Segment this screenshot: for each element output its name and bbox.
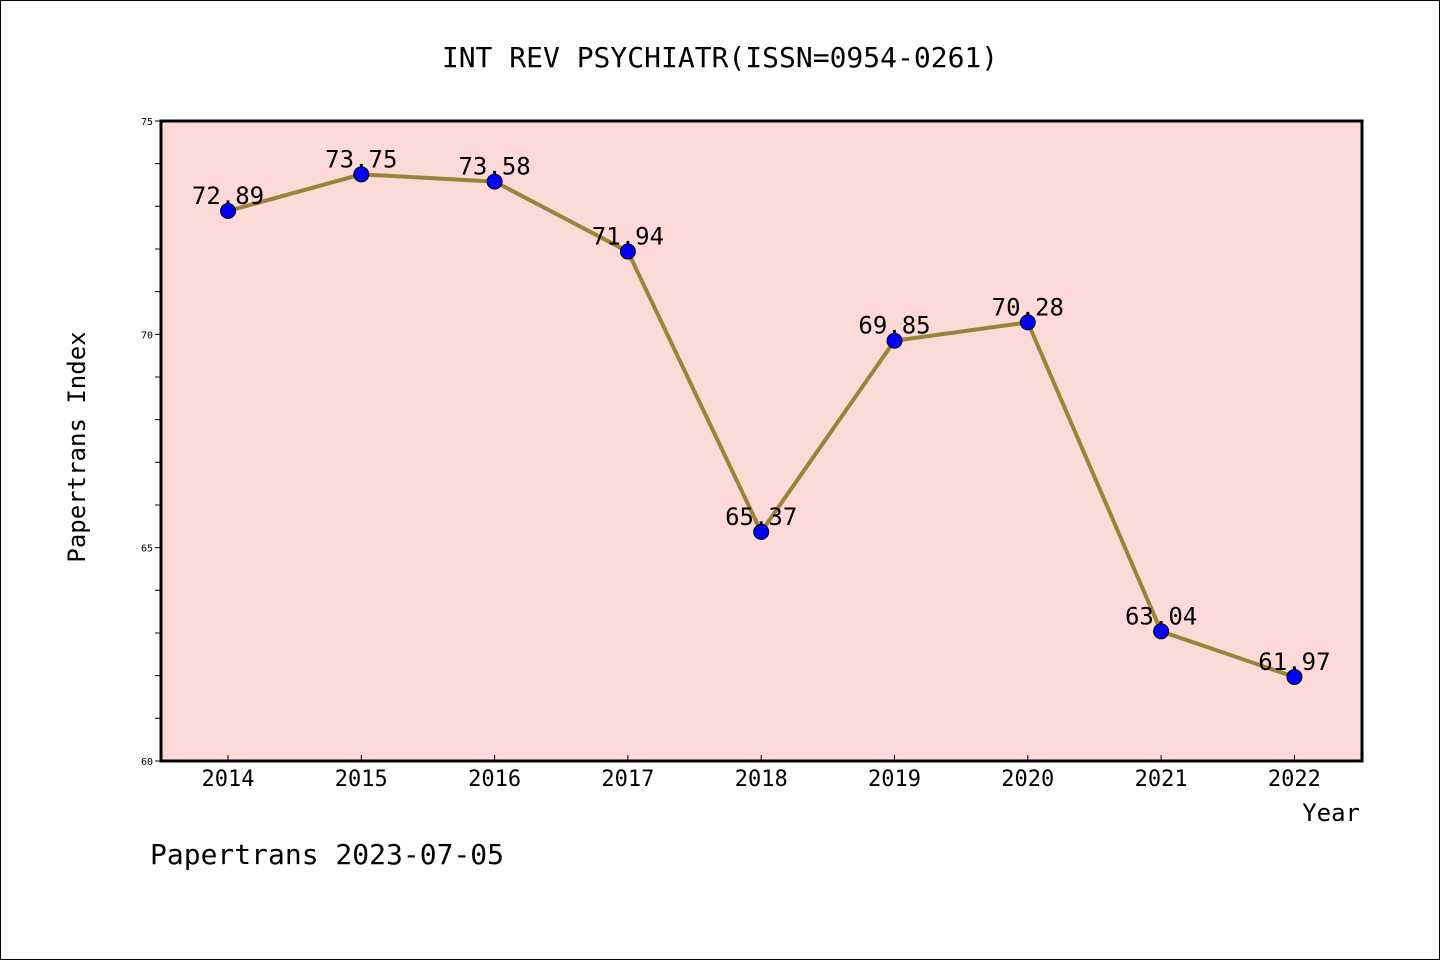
- data-label: 63.04: [1125, 602, 1197, 630]
- data-point: [353, 166, 370, 183]
- x-axis-title: Year: [1302, 799, 1360, 827]
- y-axis: 60 65 70 75: [141, 117, 161, 768]
- data-label: 73.75: [325, 145, 397, 173]
- data-label: 73.58: [458, 153, 530, 181]
- x-tick-label: 2020: [1001, 767, 1054, 792]
- data-point: [753, 523, 770, 540]
- data-label: 71.94: [592, 223, 664, 251]
- y-tick-label: 60: [141, 757, 153, 768]
- y-axis-title: Papertrans Index: [63, 331, 91, 562]
- data-label: 72.89: [192, 182, 264, 210]
- y-tick-label: 70: [141, 330, 153, 341]
- y-tick-label: 65: [141, 544, 153, 555]
- data-point: [619, 243, 636, 260]
- data-point: [1019, 314, 1036, 331]
- data-label: 65.37: [725, 503, 797, 531]
- data-point: [886, 332, 903, 349]
- x-tick-label: 2017: [601, 767, 654, 792]
- plot-area: [159, 119, 1364, 763]
- data-point: [486, 173, 503, 190]
- x-tick-label: 2021: [1135, 767, 1188, 792]
- series-group: 72.89 73.75 73.58 71.94 65.37 69.85 70.28 63.04…: [192, 145, 1331, 685]
- x-tick-label: 2015: [335, 767, 388, 792]
- chart-title: INT REV PSYCHIATR(ISSN=0954-0261): [442, 41, 998, 74]
- data-label: 61.97: [1258, 648, 1330, 676]
- x-tick-label: 2019: [868, 767, 921, 792]
- data-point: [220, 203, 236, 220]
- data-point: [1286, 668, 1303, 685]
- x-tick-label: 2022: [1268, 767, 1321, 792]
- x-tick-label: 2016: [468, 767, 521, 792]
- data-label: 70.28: [992, 293, 1064, 321]
- x-tick-label: 2018: [735, 767, 788, 792]
- y-tick-label: 75: [141, 117, 153, 128]
- data-label: 69.85: [858, 312, 930, 340]
- x-axis: 2014 2015 2016 2017 2018 2019 2020 2021 2022: [202, 755, 1321, 792]
- footer-text: Papertrans 2023-07-05: [150, 838, 504, 871]
- x-tick-label: 2014: [202, 767, 255, 792]
- data-point: [1153, 623, 1170, 640]
